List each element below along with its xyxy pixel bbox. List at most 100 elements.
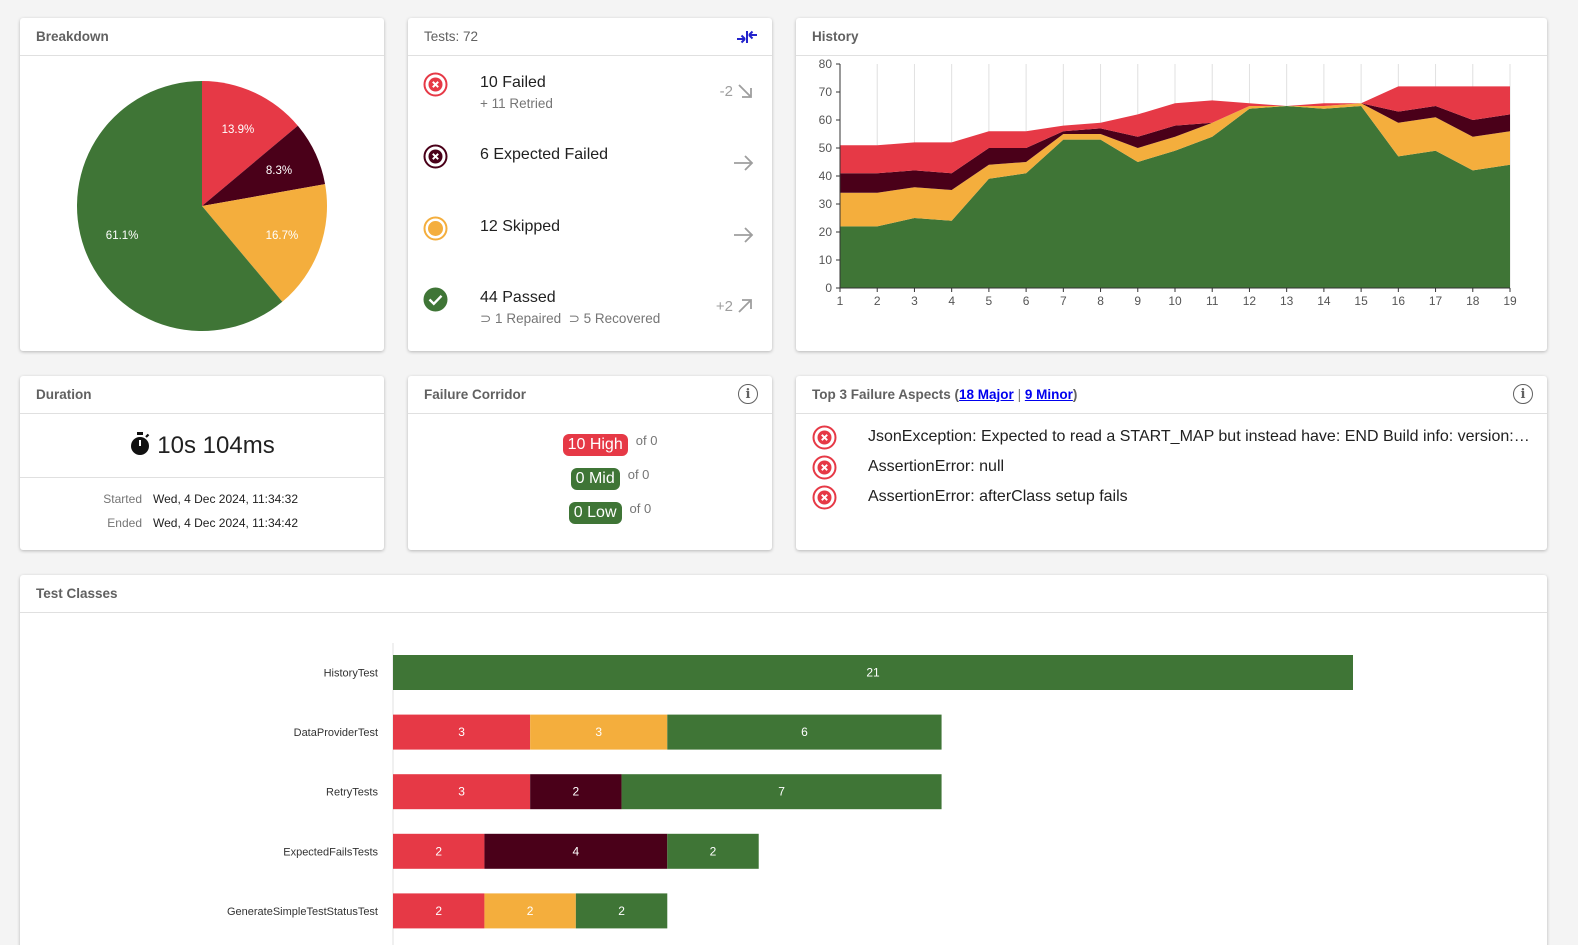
category-label: RetryTests [326, 787, 378, 799]
corridor-mid-of: of 0 [627, 466, 650, 482]
failed-icon [423, 72, 448, 97]
corridor-mid-badge: 0 Mid [570, 468, 620, 490]
failure-aspect-item[interactable]: AssertionError: null [812, 454, 1531, 480]
bar-value-label: 2 [435, 844, 442, 858]
bar-segment [621, 774, 942, 810]
failure-aspects-title-suffix: ) [1072, 387, 1078, 402]
x-tick-label: 16 [1392, 294, 1406, 308]
history-card: History 0 10 20 30 40 50 60 70 80 1 2 3 4 5 6 7 8 9 10 11 12… [796, 18, 1547, 351]
x-tick-label: 1 [837, 294, 844, 308]
bar-value-label: 2 [710, 844, 717, 858]
bar-value-label: 4 [573, 844, 580, 858]
tests-row-passed[interactable]: 44 Passed ⊃ 1 Repaired ⊃ 5 Recovered +2 [408, 277, 772, 349]
bar-segment [484, 833, 668, 869]
area-series-failed [840, 86, 1510, 174]
bar-segment [393, 655, 1353, 690]
tests-row-skipped[interactable]: 12 Skipped [408, 206, 772, 278]
pie-slice-label: 16.7% [266, 230, 299, 242]
bar-value-label: 3 [458, 785, 465, 799]
bar-value-label: 2 [435, 904, 442, 918]
duration-divider [20, 477, 384, 478]
x-tick-label: 15 [1354, 294, 1368, 308]
expected-failed-delta [732, 154, 754, 172]
x-tick-label: 5 [986, 294, 993, 308]
breakdown-pie-chart: 13.9% 8.3% 16.7% 61.1% [77, 81, 328, 331]
failed-icon [812, 485, 837, 509]
failure-aspect-text: AssertionError: null [868, 458, 1005, 475]
corridor-low-badge: 0 Low [568, 502, 622, 524]
x-tick-label: 2 [874, 294, 881, 308]
x-tick-label: 19 [1503, 294, 1517, 308]
pie-slice-label: 13.9% [222, 124, 255, 136]
x-tick-label: 18 [1466, 294, 1480, 308]
failed-delta: -2 [720, 82, 754, 100]
tests-row-failed[interactable]: 10 Failed + 11 Retried -2 [408, 62, 772, 134]
failure-aspect-text: AssertionError: afterClass setup fails [868, 488, 1128, 505]
tests-title: Tests: 72 [424, 29, 479, 44]
bar-segment [393, 714, 531, 750]
bar-value-label: 21 [866, 666, 880, 680]
failed-icon [812, 425, 837, 449]
bar-segment [393, 774, 531, 810]
failure-aspect-item[interactable]: JsonException: Expected to read a START_… [812, 424, 1531, 450]
ended-label: Ended [107, 516, 142, 530]
arrow-right-icon [734, 155, 754, 171]
y-tick-label: 10 [819, 253, 833, 267]
arrow-up-right-icon [738, 299, 752, 313]
failure-corridor-title: Failure Corridor [424, 387, 527, 402]
y-tick-label: 0 [825, 281, 832, 295]
bar-segment [393, 893, 485, 929]
x-tick-label: 17 [1429, 294, 1443, 308]
pie-slice [77, 81, 283, 331]
breakdown-card: Breakdown 13.9% 8.3% 16.7% 61.1% [20, 18, 384, 351]
y-tick-label: 60 [819, 113, 833, 127]
x-tick-label: 4 [948, 294, 955, 308]
info-icon[interactable]: i [738, 384, 758, 404]
failed-delta-value: -2 [719, 82, 733, 100]
corridor-low-row: 0 Low of 0 [408, 501, 772, 524]
arrow-right-icon [734, 227, 754, 243]
started-value: Wed, 4 Dec 2024, 11:34:32 [153, 492, 298, 506]
ended-value: Wed, 4 Dec 2024, 11:34:42 [153, 516, 298, 530]
bar-value-label: 3 [458, 725, 465, 739]
failure-aspects-separator: | [1013, 387, 1025, 402]
x-tick-label: 11 [1206, 294, 1219, 308]
started-label: Started [103, 492, 142, 506]
info-icon[interactable]: i [1513, 384, 1533, 404]
x-tick-label: 9 [1134, 294, 1141, 308]
failure-aspect-item[interactable]: AssertionError: afterClass setup fails [812, 484, 1531, 510]
failure-corridor-header: Failure Corridor i [408, 376, 772, 414]
compare-arrows-icon[interactable] [736, 27, 758, 50]
passed-delta: +2 [716, 297, 754, 315]
category-label: HistoryTest [324, 668, 378, 680]
y-tick-label: 40 [819, 169, 833, 183]
x-tick-label: 12 [1243, 294, 1257, 308]
y-tick-label: 50 [819, 141, 833, 155]
pie-slice [202, 81, 298, 206]
major-link[interactable]: 18 Major [959, 387, 1014, 402]
pie-slice-label: 8.3% [266, 165, 292, 177]
duration-display: 10s 104ms [20, 432, 384, 460]
failure-aspect-text: JsonException: Expected to read a START_… [868, 428, 1531, 445]
duration-title: Duration [20, 376, 384, 414]
failure-aspects-card: Top 3 Failure Aspects ( 18 Major | 9 Min… [796, 376, 1547, 550]
bar-value-label: 6 [801, 725, 808, 739]
test-classes-bar-chart: HistoryTest 21 DataProviderTest 3 3 6 RetryTes… [227, 643, 1353, 945]
bar-segment [530, 774, 622, 810]
failure-aspects-title-prefix: Top 3 Failure Aspects ( [812, 387, 960, 402]
passed-delta-value: +2 [715, 297, 733, 315]
bar-segment [393, 833, 485, 869]
pie-slice [202, 184, 328, 302]
breakdown-title: Breakdown [20, 18, 384, 56]
minor-link[interactable]: 9 Minor [1024, 387, 1073, 402]
passed-icon [423, 287, 448, 312]
area-series-passed [840, 106, 1510, 288]
corridor-high-row: 10 High of 0 [408, 433, 772, 456]
tests-row-expected-failed[interactable]: 6 Expected Failed [408, 134, 772, 206]
area-series-skipped [840, 103, 1510, 227]
expected-failed-count: 6 Expected Failed [480, 146, 609, 163]
bar-value-label: 7 [778, 785, 785, 799]
x-tick-label: 3 [911, 294, 918, 308]
tests-card: Tests: 72 10 Failed + 11 Retried -2 6 [408, 18, 772, 351]
corridor-high-badge: 10 High [562, 434, 628, 456]
